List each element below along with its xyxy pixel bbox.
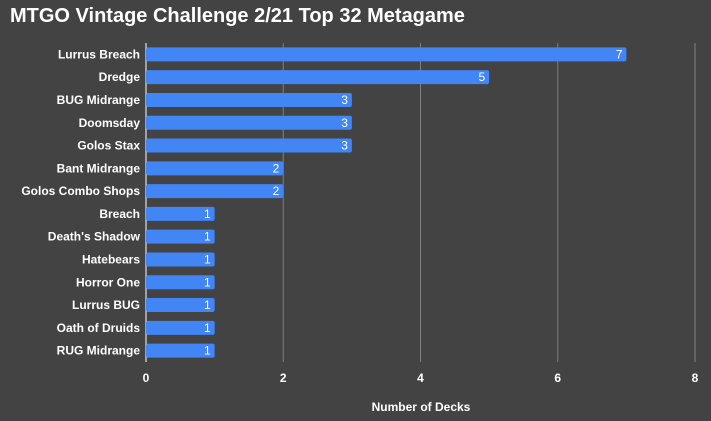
bar	[146, 229, 215, 244]
bar	[146, 298, 215, 313]
bars	[146, 47, 627, 358]
bar	[146, 184, 284, 199]
bar	[146, 252, 215, 267]
category-label: Hatebears	[82, 252, 140, 266]
x-tick-label: 2	[280, 371, 287, 385]
category-label: Oath of Druids	[57, 321, 141, 335]
data-label: 3	[341, 93, 348, 107]
category-label: Golos Stax	[77, 139, 140, 153]
x-tick-label: 6	[554, 371, 561, 385]
data-label: 3	[341, 139, 348, 153]
bar	[146, 70, 490, 85]
grid-lines	[145, 43, 696, 362]
category-label: Death's Shadow	[48, 230, 141, 244]
bar	[146, 115, 352, 130]
data-labels: 7 5 3 3 3 2 2 1 1 1 1 1 1 1	[204, 47, 623, 357]
category-label: Golos Combo Shops	[21, 184, 140, 198]
x-tick-label: 0	[143, 371, 150, 385]
data-label: 1	[204, 252, 211, 266]
x-axis-ticks: 0 2 4 6 8	[143, 371, 699, 385]
category-label: Dredge	[99, 70, 141, 84]
data-label: 2	[273, 161, 280, 175]
data-label: 7	[616, 47, 623, 61]
bar	[146, 161, 284, 176]
data-label: 1	[204, 298, 211, 312]
data-label: 1	[204, 275, 211, 289]
data-label: 5	[478, 70, 485, 84]
bar	[146, 320, 215, 335]
bar	[146, 206, 215, 221]
data-label: 1	[204, 230, 211, 244]
category-labels: Lurrus Breach Dredge BUG Midrange Doomsday G…	[21, 47, 140, 357]
x-tick-label: 4	[417, 371, 424, 385]
data-label: 3	[341, 116, 348, 130]
category-label: RUG Midrange	[57, 344, 141, 358]
category-label: Lurrus Breach	[58, 47, 140, 61]
bar	[146, 343, 215, 358]
x-axis-title: Number of Decks	[372, 400, 471, 414]
category-label: Horror One	[76, 275, 140, 289]
chart-title: MTGO Vintage Challenge 2/21 Top 32 Metag…	[10, 5, 465, 27]
category-label: Lurrus BUG	[72, 298, 140, 312]
category-label: Bant Midrange	[57, 161, 141, 175]
category-label: Doomsday	[79, 116, 141, 130]
data-label: 2	[273, 184, 280, 198]
bar	[146, 92, 352, 107]
bar	[146, 138, 352, 153]
data-label: 1	[204, 344, 211, 358]
category-label: Breach	[99, 207, 140, 221]
data-label: 1	[204, 321, 211, 335]
bar	[146, 47, 627, 62]
category-label: BUG Midrange	[57, 93, 141, 107]
data-label: 1	[204, 207, 211, 221]
x-tick-label: 8	[692, 371, 699, 385]
bar	[146, 275, 215, 290]
